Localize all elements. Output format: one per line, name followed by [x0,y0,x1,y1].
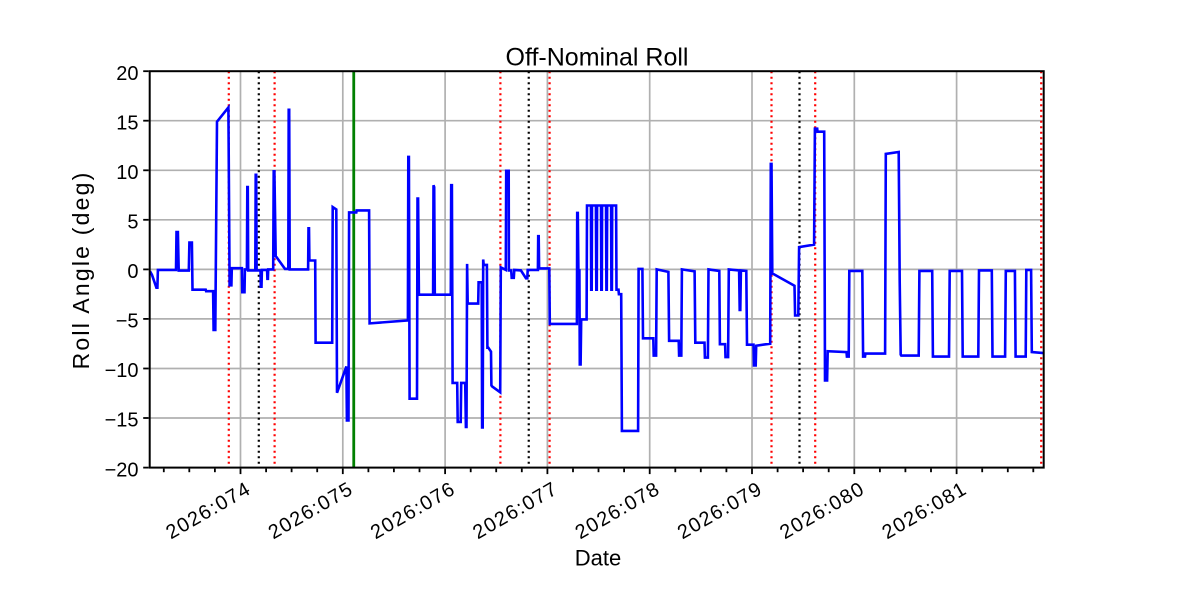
svg-text:Off-Nominal Roll: Off-Nominal Roll [506,43,689,71]
svg-text:20: 20 [116,63,138,85]
svg-text:5: 5 [127,212,138,234]
svg-text:−15: −15 [105,410,139,432]
svg-text:Roll Angle (deg): Roll Angle (deg) [68,171,94,370]
svg-text:0: 0 [127,261,138,283]
svg-text:−5: −5 [116,311,139,333]
svg-text:−10: −10 [105,360,139,382]
svg-text:−20: −20 [105,459,139,481]
svg-text:Date: Date [575,546,621,571]
svg-text:15: 15 [116,112,138,134]
svg-text:10: 10 [116,162,138,184]
